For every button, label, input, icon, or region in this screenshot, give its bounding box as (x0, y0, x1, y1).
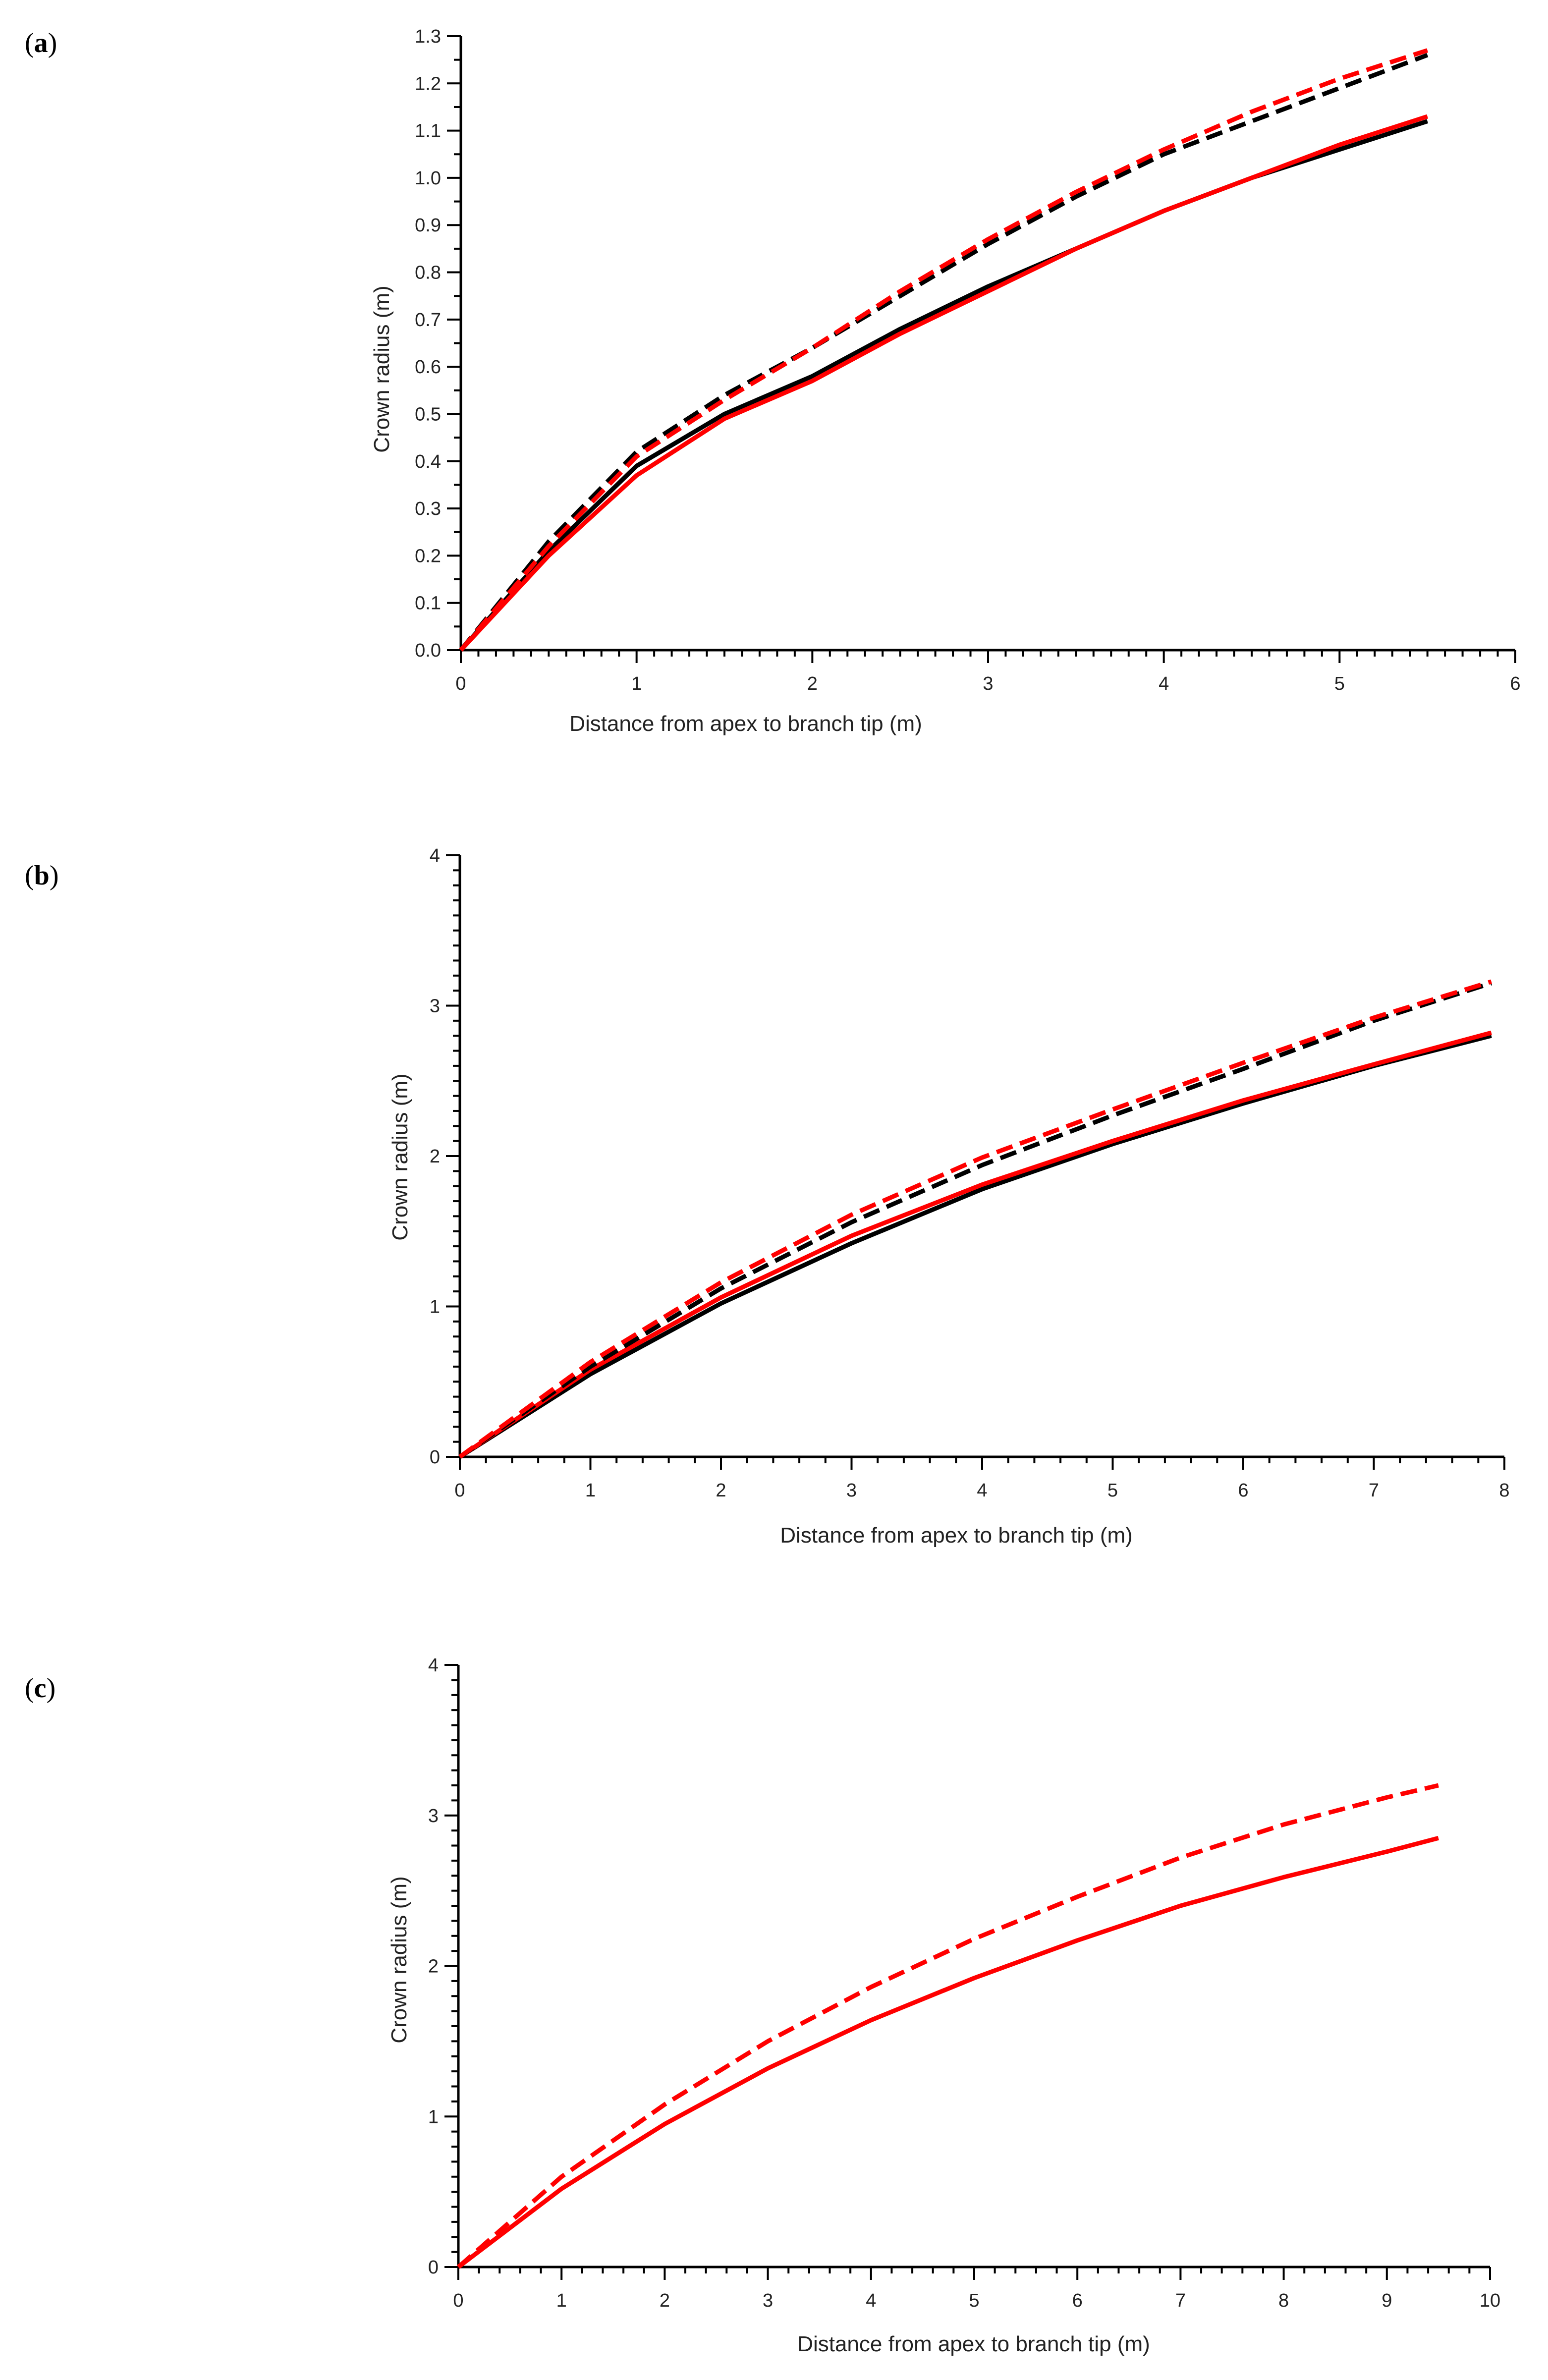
y-tick-label: 1.2 (415, 73, 441, 94)
y-tick-label: 0 (428, 2257, 439, 2278)
x-tick-label: 1 (631, 673, 642, 694)
x-tick-label: 6 (1072, 2290, 1083, 2311)
x-tick-label: 9 (1382, 2290, 1392, 2311)
x-tick-label: 5 (1334, 673, 1345, 694)
y-axis-label: Crown radius (m) (387, 1876, 411, 2043)
series-line-red-dashed (459, 48, 1429, 652)
y-axis-label: Crown radius (m) (388, 1073, 412, 1240)
y-tick-label: 0.3 (415, 498, 441, 519)
y-axis-label: Crown radius (m) (370, 285, 394, 452)
x-tick-label: 4 (977, 1480, 987, 1501)
x-tick-label: 6 (1238, 1480, 1248, 1501)
series-line-red-dashed (458, 979, 1493, 1459)
panel-label-a: (a) (25, 28, 57, 58)
x-tick-label: 3 (763, 2290, 773, 2311)
series-line-black-dashed (458, 981, 1493, 1459)
y-tick-label: 0.7 (415, 310, 441, 331)
y-tick-label: 4 (428, 1655, 439, 1676)
x-tick-label: 1 (556, 2290, 567, 2311)
panel-label-b: (b) (25, 860, 58, 891)
x-tick-label: 0 (453, 2290, 463, 2311)
x-axis-label: Distance from apex to branch tip (m) (780, 1523, 1133, 1548)
y-tick-label: 1.0 (415, 168, 441, 189)
x-tick-label: 0 (455, 673, 466, 694)
y-tick-label: 1 (430, 1297, 440, 1318)
x-tick-label: 3 (983, 673, 993, 694)
x-axis-label: Distance from apex to branch tip (m) (797, 2332, 1150, 2356)
x-tick-label: 4 (866, 2290, 876, 2311)
series-line-black-solid (458, 1033, 1492, 1459)
panel-label-c: (c) (25, 1673, 55, 1704)
x-tick-label: 5 (969, 2290, 979, 2311)
panel-a: (a) Crown radius (m) Distance from apex … (25, 26, 1521, 736)
x-tick-label: 7 (1175, 2290, 1186, 2311)
x-axis-label: Distance from apex to branch tip (m) (569, 712, 922, 736)
x-tick-label: 8 (1499, 1480, 1509, 1501)
y-tick-label: 3 (428, 1806, 439, 1827)
y-tick-label: 1.1 (415, 121, 441, 142)
y-tick-label: 0.6 (415, 357, 441, 378)
y-tick-label: 0 (430, 1447, 440, 1468)
series-line-red-solid (458, 1030, 1492, 1459)
series-line-red-solid (457, 1835, 1439, 2269)
panel-c: (c) Crown radius (m) Distance from apex … (25, 1655, 1500, 2356)
y-tick-label: 1.3 (415, 26, 441, 47)
x-tick-label: 2 (716, 1480, 726, 1501)
panel-b: (b) Crown radius (m) Distance from apex … (25, 845, 1510, 1548)
y-tick-label: 2 (428, 1956, 439, 1977)
y-tick-label: 0.4 (415, 451, 441, 472)
y-tick-label: 0.5 (415, 404, 441, 425)
y-tick-label: 3 (430, 996, 440, 1017)
x-tick-label: 1 (585, 1480, 596, 1501)
x-tick-label: 4 (1159, 673, 1169, 694)
x-tick-label: 7 (1369, 1480, 1379, 1501)
x-tick-label: 2 (660, 2290, 670, 2311)
y-tick-label: 0.1 (415, 593, 441, 614)
x-tick-label: 3 (846, 1480, 857, 1501)
y-tick-label: 0.2 (415, 546, 441, 566)
series-line-black-dashed (459, 53, 1429, 652)
x-tick-label: 8 (1278, 2290, 1289, 2311)
x-tick-label: 0 (454, 1480, 465, 1501)
y-tick-label: 0.8 (415, 263, 441, 283)
y-tick-label: 1 (428, 2106, 439, 2127)
series-line-black-solid (459, 119, 1429, 652)
series-line-red-dashed (457, 1783, 1439, 2269)
x-tick-label: 2 (807, 673, 818, 694)
series-line-red-solid (459, 114, 1429, 652)
y-tick-label: 0.0 (415, 640, 441, 661)
y-tick-label: 2 (430, 1146, 440, 1167)
y-tick-label: 0.9 (415, 215, 441, 236)
x-tick-label: 6 (1510, 673, 1520, 694)
x-tick-label: 10 (1480, 2290, 1500, 2311)
x-tick-label: 5 (1107, 1480, 1118, 1501)
y-tick-label: 4 (430, 845, 440, 866)
